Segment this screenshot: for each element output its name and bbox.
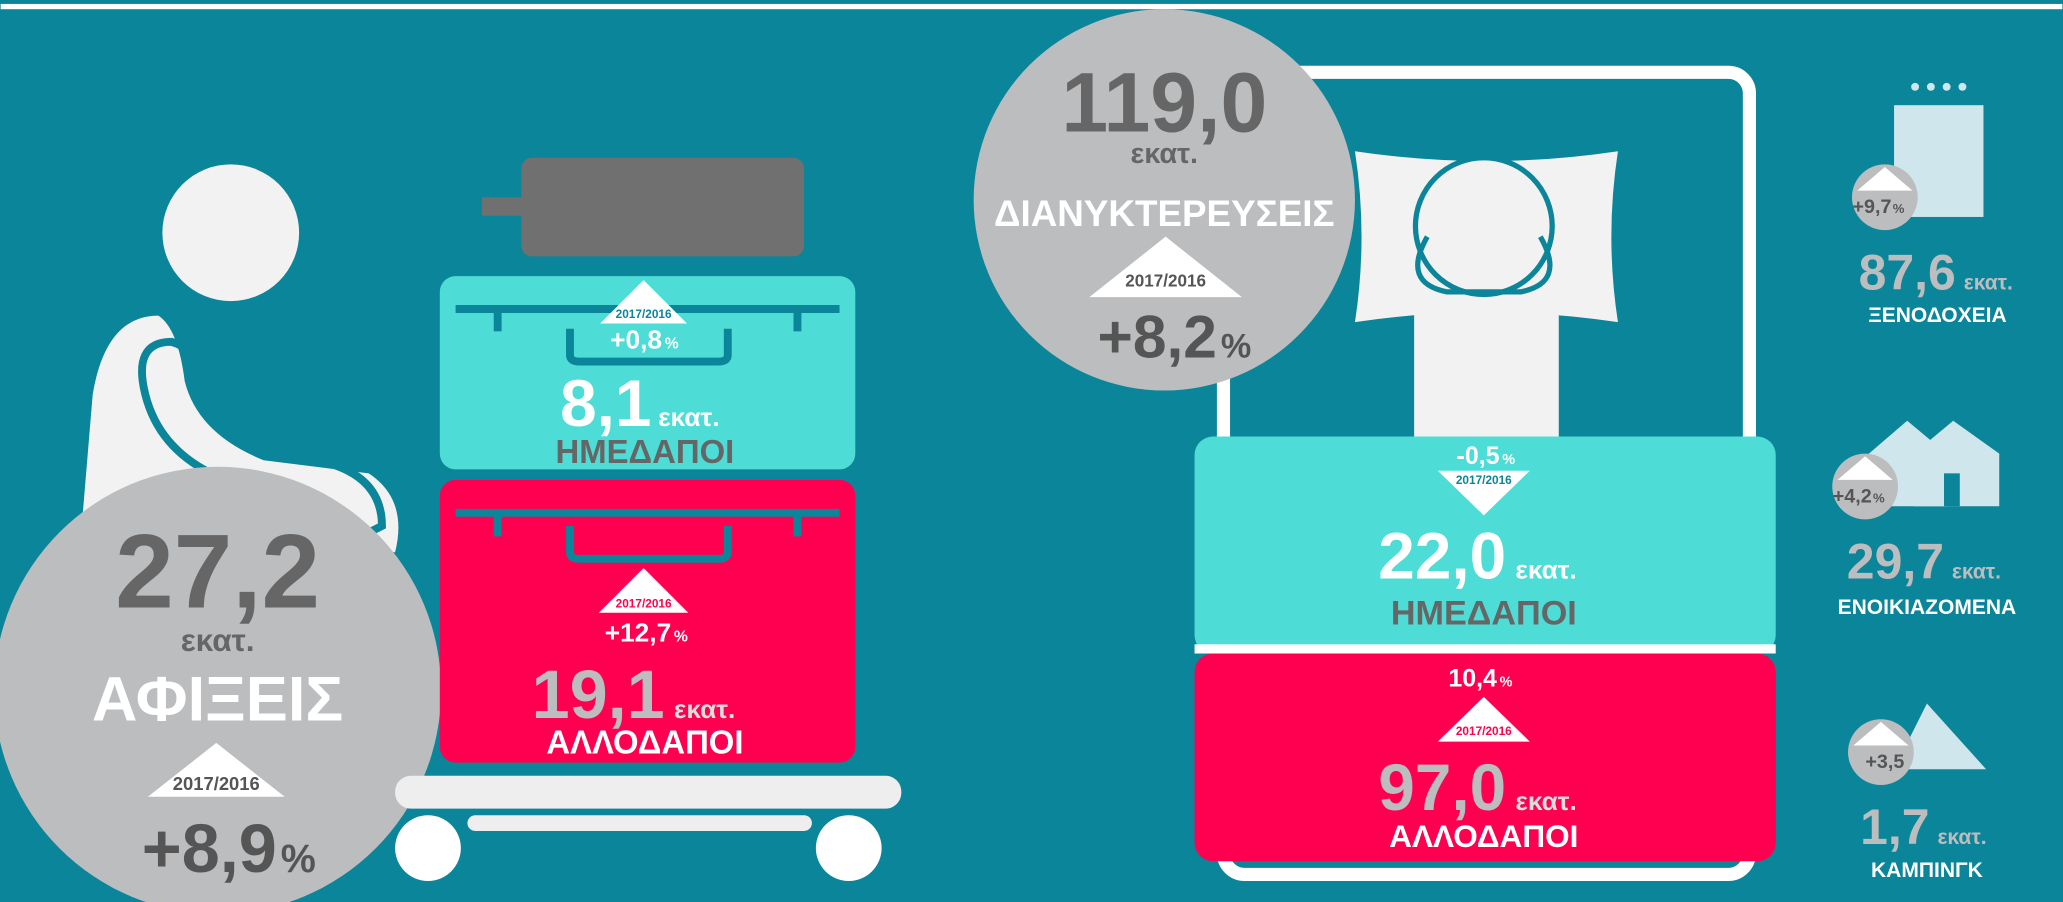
- change: +9,7: [1852, 196, 1891, 218]
- change-unit: %: [665, 335, 679, 352]
- total-value: 27,2: [115, 513, 320, 630]
- value: 87,6: [1859, 244, 1956, 300]
- unit: εκατ.: [181, 622, 255, 658]
- period: 2017/2016: [1125, 272, 1206, 291]
- sleeper-head: [1415, 158, 1552, 295]
- label: ΗΜΕΔΑΠΟΙ: [1391, 595, 1577, 633]
- label: ΕΝΟΙΚΙΑΖΟΜΕΝΑ: [1838, 596, 2017, 619]
- top-rule: [1, 4, 2063, 9]
- value: 19,1: [532, 657, 665, 733]
- change: +0,8: [610, 324, 662, 354]
- change: +8,2: [1098, 303, 1217, 371]
- unit: εκατ.: [1952, 561, 2001, 584]
- value: 8,1: [560, 366, 651, 440]
- value: 29,7: [1847, 534, 1944, 590]
- period: 2017/2016: [616, 307, 672, 321]
- label: ΑΛΛΟΔΑΠΟΙ: [546, 723, 743, 760]
- unit: εκατ.: [1937, 826, 1986, 849]
- unit: εκατ.: [1964, 271, 2013, 294]
- period: 2017/2016: [616, 596, 672, 610]
- infographic: 27,2εκατ.ΑΦΙΞΕΙΣ2017/2016+8,9%2017/2016+…: [0, 0, 2063, 902]
- change-unit: %: [1221, 328, 1251, 366]
- label: ΚΑΜΠΙΝΓΚ: [1871, 859, 1983, 882]
- period: 2017/2016: [1456, 473, 1512, 487]
- change-unit: %: [1893, 201, 1905, 216]
- separator: [1195, 644, 1776, 653]
- label: ΑΛΛΟΔΑΠΟΙ: [1389, 818, 1578, 854]
- period: 2017/2016: [1456, 724, 1512, 738]
- unit: εκατ.: [1515, 786, 1576, 816]
- label: ΞΕΝΟΔΟΧΕΙΑ: [1868, 304, 2006, 327]
- change: +4,2: [1833, 485, 1872, 507]
- unit: εκατ.: [658, 402, 719, 432]
- total-label: ΔΙΑΝΥΚΤΕΡΕΥΣΕΙΣ: [994, 193, 1335, 234]
- value: 1,7: [1860, 799, 1929, 855]
- change: +8,9: [142, 811, 277, 887]
- change: +12,7: [605, 618, 672, 648]
- period: 2017/2016: [173, 773, 260, 794]
- unit: εκατ.: [674, 694, 735, 724]
- label: ΗΜΕΔΑΠΟΙ: [556, 433, 735, 470]
- change-unit: %: [281, 837, 316, 881]
- total-value: 119,0: [1061, 55, 1267, 149]
- change: -0,5: [1457, 442, 1500, 470]
- change-unit: %: [674, 629, 688, 646]
- change: 10,4: [1448, 664, 1497, 692]
- unit: εκατ.: [1131, 138, 1199, 170]
- change: +3,5: [1865, 751, 1904, 773]
- unit: εκατ.: [1515, 555, 1576, 585]
- change-unit: %: [1873, 490, 1885, 505]
- total-label: ΑΦΙΞΕΙΣ: [92, 665, 343, 735]
- change-unit: %: [1500, 674, 1513, 690]
- value: 22,0: [1378, 519, 1506, 593]
- change-unit: %: [1502, 452, 1515, 468]
- value: 97,0: [1378, 750, 1506, 824]
